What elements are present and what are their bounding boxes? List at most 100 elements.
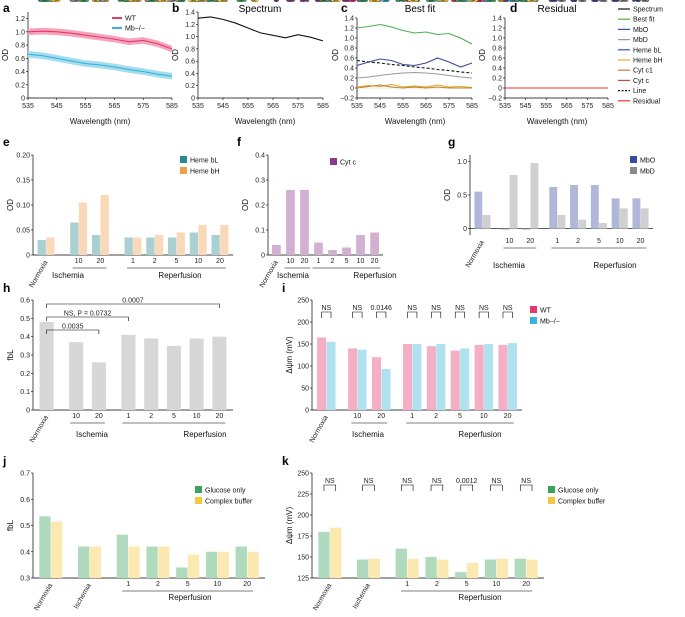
bar-g-MbO bbox=[590, 185, 599, 229]
data-point-j bbox=[187, 0, 192, 2]
y-tick-label-f: 0.1 bbox=[255, 228, 265, 235]
title-d: Residual bbox=[538, 4, 577, 15]
data-point-j bbox=[82, 0, 87, 2]
x-category-label-k: 10 bbox=[493, 581, 501, 588]
x-category-label-h: 20 bbox=[215, 413, 223, 420]
bar-e-HemebH bbox=[46, 237, 55, 255]
y-tick-label-b: 0.4 bbox=[185, 71, 195, 78]
significance-bracket-i bbox=[407, 311, 418, 318]
x-category-label-k: 1 bbox=[405, 581, 409, 588]
x-tick-label-d: 585 bbox=[602, 103, 614, 110]
group-reperfusion-e: Reperfusion bbox=[158, 271, 201, 280]
x-category-label-i: 2 bbox=[434, 413, 438, 420]
bar-h-fbL bbox=[144, 338, 159, 410]
data-point-f bbox=[315, 0, 319, 2]
x-category-label-k: Normoxia bbox=[312, 582, 333, 612]
x-tick-label-d: 555 bbox=[540, 103, 552, 110]
y-tick-label-d: 0.6 bbox=[492, 56, 502, 63]
data-point-i bbox=[509, 0, 514, 2]
x-tick-label-c: 565 bbox=[420, 103, 432, 110]
y-tick-label-k: 225 bbox=[297, 492, 309, 499]
significance-bracket-i bbox=[431, 311, 442, 318]
x-tick-label-a: 575 bbox=[137, 103, 149, 110]
y-tick-label-a: 0.2 bbox=[15, 82, 25, 89]
data-point-f bbox=[305, 0, 310, 2]
bar-g-MbO bbox=[474, 191, 483, 229]
legend-label-d: Best fit bbox=[633, 17, 654, 24]
group-reperfusion-h: Reperfusion bbox=[183, 430, 226, 439]
panel-label-g: g bbox=[448, 135, 455, 149]
x-tick-label-b: 585 bbox=[317, 103, 329, 110]
x-category-label-j: 1 bbox=[126, 581, 130, 588]
y-tick-label-k: 125 bbox=[297, 576, 309, 583]
data-point-g bbox=[632, 0, 636, 2]
x-category-label-f: 1 bbox=[317, 258, 321, 265]
data-point-k bbox=[460, 0, 464, 2]
data-point-k bbox=[376, 0, 380, 2]
group-reperfusion-k: Reperfusion bbox=[458, 593, 501, 602]
significance-bracket-i bbox=[454, 311, 465, 318]
significance-bracket-i bbox=[376, 311, 387, 318]
bar-e-HemebH bbox=[176, 232, 185, 255]
data-point-j bbox=[251, 0, 255, 2]
data-point-g bbox=[578, 0, 582, 2]
bar-i-Mb bbox=[412, 344, 422, 410]
x-category-label-f: 2 bbox=[331, 258, 335, 265]
series-line-a-Mb bbox=[27, 53, 173, 77]
significance-bracket-k bbox=[460, 484, 473, 491]
data-point-k bbox=[526, 0, 531, 2]
bar-j-Complexbuffer bbox=[158, 546, 170, 578]
bar-j-Glucoseonly bbox=[116, 534, 128, 578]
y-tick-label-i: 50 bbox=[301, 386, 309, 393]
bar-k-Glucoseonly bbox=[425, 557, 437, 578]
y-tick-label-j: 0.3 bbox=[20, 576, 30, 583]
data-point-k bbox=[319, 0, 324, 2]
data-point-k bbox=[336, 0, 341, 2]
title-b: Spectrum bbox=[239, 4, 282, 15]
legend-label-k: Glucose only bbox=[558, 488, 599, 495]
bar-g-MbO bbox=[611, 198, 620, 229]
bar-i-WT bbox=[474, 344, 484, 410]
data-point-k bbox=[414, 0, 418, 2]
data-point-g bbox=[558, 0, 562, 2]
bar-g-MbD bbox=[578, 219, 587, 229]
panel-label-d: d bbox=[510, 1, 517, 15]
data-point-h bbox=[171, 0, 175, 2]
bar-j-Glucoseonly bbox=[205, 551, 218, 578]
x-category-label-g: 20 bbox=[526, 238, 534, 245]
significance-label-k: NS bbox=[402, 478, 412, 485]
y-tick-label-k: 200 bbox=[297, 513, 309, 520]
bar-h-fbL bbox=[121, 334, 136, 410]
x-category-label-i: 1 bbox=[410, 413, 414, 420]
data-point-k bbox=[325, 0, 330, 2]
y-tick-label-k: 250 bbox=[297, 471, 309, 478]
y-tick-label-e: 0.10 bbox=[16, 203, 30, 210]
data-point-j bbox=[123, 0, 127, 2]
bar-j-Complexbuffer bbox=[89, 546, 102, 578]
y-tick-label-j: 0.6 bbox=[20, 497, 30, 504]
x-category-label-e: Normoxia bbox=[28, 259, 49, 289]
bar-e-HemebL bbox=[91, 235, 101, 255]
data-point-k bbox=[474, 0, 479, 2]
significance-label-k: NS bbox=[364, 478, 374, 485]
x-category-label-e: 2 bbox=[153, 258, 157, 265]
panel-label-e: e bbox=[3, 135, 10, 149]
y-tick-label-d: 1.2 bbox=[492, 26, 502, 33]
x-category-label-i: 10 bbox=[353, 413, 361, 420]
y-tick-label-f: 0.2 bbox=[255, 203, 265, 210]
bar-e-HemebH bbox=[100, 195, 109, 255]
x-tick-label-a: 565 bbox=[109, 103, 121, 110]
x-category-label-g: 5 bbox=[597, 238, 601, 245]
bar-k-Complexbuffer bbox=[496, 558, 508, 578]
legend-swatch-i bbox=[530, 317, 537, 324]
bar-e-HemebH bbox=[133, 237, 142, 255]
data-point-j bbox=[154, 0, 158, 2]
legend-label-i: WT bbox=[540, 308, 552, 315]
data-point-j bbox=[42, 0, 47, 2]
x-category-label-e: 10 bbox=[194, 258, 202, 265]
data-point-j bbox=[54, 0, 59, 2]
bar-g-MbD bbox=[557, 215, 566, 229]
y-tick-label-h: 0.2 bbox=[20, 371, 30, 378]
y-tick-label-f: 0.4 bbox=[255, 153, 265, 160]
data-point-g bbox=[593, 0, 598, 2]
